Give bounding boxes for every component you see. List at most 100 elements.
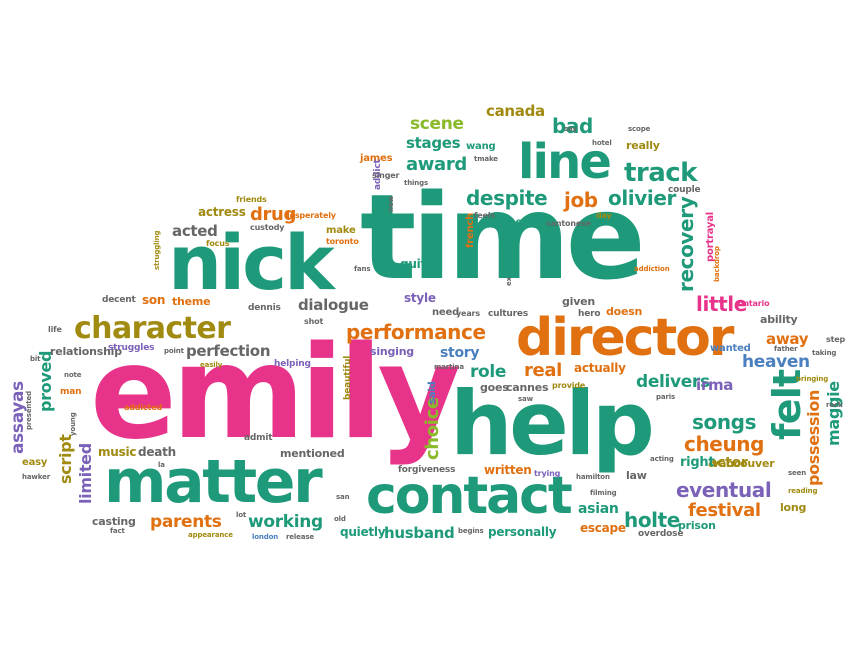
word-death: death — [138, 445, 176, 459]
word-struggling: struggling — [153, 230, 161, 270]
word-heaven: heaven — [742, 352, 810, 372]
word-presented: presented — [25, 391, 33, 430]
word-olivier: olivier — [608, 186, 676, 210]
word-husband: husband — [384, 524, 455, 542]
word-appearance: appearance — [188, 531, 233, 539]
word-toronto: toronto — [326, 237, 359, 246]
word-couple: couple — [668, 185, 701, 195]
word-actor: actor — [708, 455, 748, 471]
word-tmake: tmake — [474, 155, 498, 163]
word-life: life — [48, 325, 62, 334]
word-admit: admit — [244, 433, 273, 443]
word-custody: custody — [250, 223, 285, 232]
word-london: london — [252, 533, 279, 541]
word-focus: focus — [206, 239, 230, 248]
word-stages: stages — [406, 134, 461, 152]
word-real: real — [524, 360, 562, 381]
word-addiction: addiction — [634, 265, 670, 273]
word-make: make — [326, 225, 356, 236]
word-eventual: eventual — [676, 478, 772, 502]
word-performance: performance — [346, 320, 486, 344]
word-canada: canada — [486, 102, 545, 120]
word-hawker: hawker — [22, 473, 51, 481]
word-emily: emily — [90, 319, 461, 468]
word-escape: escape — [580, 521, 626, 535]
word-theme: theme — [172, 295, 211, 308]
word-easily: easily — [200, 361, 223, 369]
word-track: track — [624, 158, 697, 188]
word-help: help — [450, 372, 655, 475]
word-award: award — [406, 154, 467, 175]
word-bad: bad — [552, 114, 593, 138]
word-character: character — [74, 311, 231, 346]
word-bringing: bringing — [796, 375, 829, 383]
word-recovery: recovery — [674, 196, 698, 292]
word-quite: quite — [400, 257, 434, 271]
word-scene: scene — [410, 114, 464, 134]
word-easy: easy — [22, 457, 48, 468]
word-drug: drug — [250, 204, 297, 225]
word-goes: goes — [480, 381, 509, 394]
word-parents: parents — [150, 512, 222, 532]
word-script: script — [56, 434, 75, 484]
word-style: style — [404, 291, 436, 305]
word-cantonese: cantonese — [546, 219, 592, 228]
word-wanted: wanted — [710, 343, 751, 354]
word-dennis: dennis — [248, 303, 281, 313]
word-acting: acting — [650, 455, 674, 463]
word-decent: decent — [102, 295, 136, 305]
word-son: son — [142, 293, 166, 307]
word-fact: fact — [110, 527, 125, 535]
word-away: away — [766, 330, 809, 348]
word-san: san — [336, 493, 350, 501]
word-cheung: cheung — [684, 432, 765, 456]
word-ex: ex — [505, 277, 513, 286]
word-irma: irma — [696, 376, 734, 394]
word-reading: reading — [788, 487, 818, 495]
word-la: la — [158, 461, 165, 469]
word-music: music — [98, 445, 137, 459]
word-step: step — [826, 335, 846, 344]
word-provide: provide — [552, 381, 586, 390]
word-nick: nick — [168, 218, 335, 307]
word-despite: despite — [466, 186, 548, 210]
word-desperately: desperately — [284, 211, 336, 220]
word-hamilton: hamilton — [576, 473, 610, 481]
word-holte: holte — [624, 508, 680, 532]
word-vancouver: vancouver — [712, 457, 775, 470]
word-shot: shot — [304, 317, 324, 326]
word-saw: saw — [518, 395, 533, 403]
word-personally: personally — [488, 525, 557, 539]
word-festival: festival — [688, 500, 761, 521]
word-james: james — [360, 153, 393, 164]
word-cannes: cannes — [506, 381, 549, 394]
word-rock: rock — [826, 401, 843, 409]
word-lot: lot — [236, 511, 247, 519]
word-overdose: overdose — [638, 529, 684, 539]
word-given: given — [562, 295, 596, 308]
word-need: need — [432, 307, 460, 318]
word-contact: contact — [366, 466, 573, 526]
word-acted: acted — [172, 222, 218, 240]
word-forgiveness: forgiveness — [398, 465, 456, 475]
word-job: job — [564, 188, 598, 212]
word-said: said — [427, 381, 438, 405]
word-written: written — [484, 463, 532, 477]
word-really: really — [626, 139, 660, 152]
word-taking: taking — [812, 349, 837, 357]
word-point: point — [164, 347, 184, 355]
word-fans: fans — [354, 265, 371, 273]
word-man: man — [60, 387, 82, 397]
word-proved: proved — [36, 350, 55, 412]
word-old: old — [334, 515, 346, 523]
word-singer: singer — [372, 171, 400, 180]
word-matter: matter — [104, 447, 323, 517]
word-struggles: struggles — [108, 343, 155, 353]
word-story: story — [440, 345, 480, 361]
word-right: right — [680, 455, 715, 470]
word-wang: wang — [466, 141, 496, 152]
word-begins: begins — [458, 527, 484, 535]
word-feels: feels — [474, 211, 496, 220]
word-martina: martina — [434, 363, 464, 371]
